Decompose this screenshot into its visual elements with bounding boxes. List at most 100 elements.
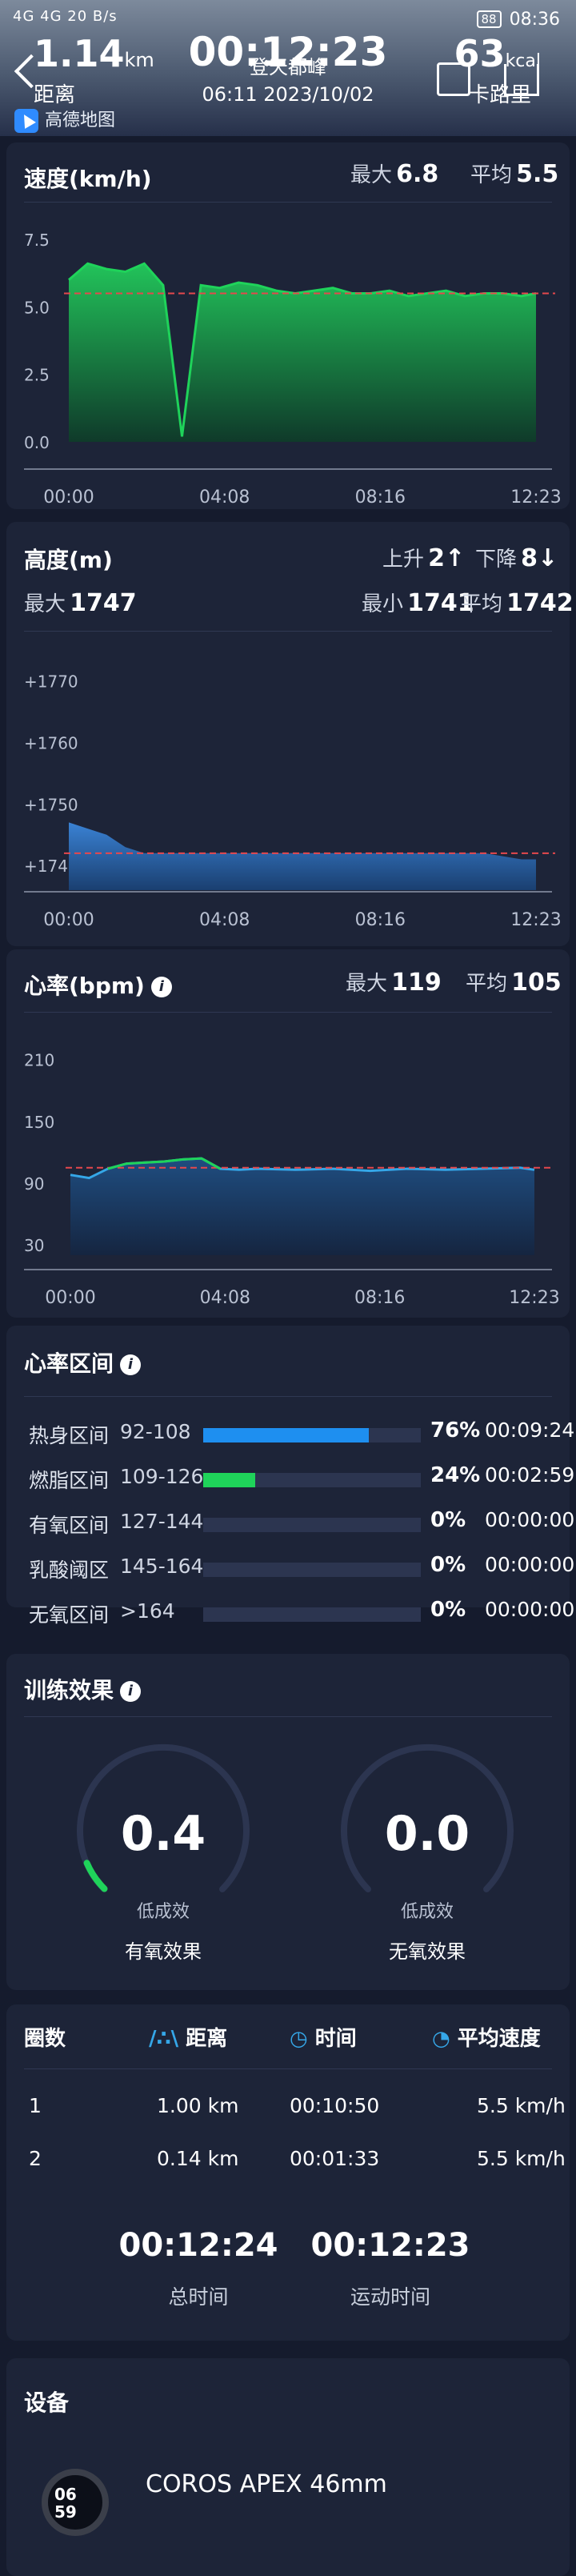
- header-distance-label: 距离: [34, 83, 76, 107]
- heart-rate-card: 心率(bpm) i 最大 119 平均 105 210 150 90 30 00:00 04…: [6, 949, 570, 1318]
- device-name: COROS APEX 46mm: [146, 2470, 387, 2498]
- x-tick-label: 08:16: [354, 1288, 405, 1308]
- training-effect-gauges: [77, 1743, 514, 1892]
- moving-time-value: 00:12:23: [310, 2227, 470, 2264]
- altitude-ascent: 上升 2↑: [382, 544, 466, 572]
- x-tick-label: 12:23: [509, 1288, 559, 1308]
- y-tick-label: +1770: [24, 672, 78, 691]
- zone-bar-fill: [203, 1428, 369, 1442]
- speed-chart: 7.5 5.0 2.5 0.0 00:00 04:08 08:16 12:23: [24, 231, 562, 508]
- total-time-value: 00:12:24: [118, 2227, 278, 2264]
- laps-card: 圈数 /∴\ 距离 ◷ 时间 ◔ 平均速度 1 1.00 km 00:10:50 5.…: [6, 2004, 570, 2341]
- x-tick-label: 00:00: [43, 910, 94, 930]
- battery-icon: 88: [476, 10, 502, 28]
- speed-title: 速度(km/h): [24, 166, 152, 192]
- speed-card: 速度(km/h) 最大 6.8 平均 5.5 7.5 5.0 2.5 0.0 00:00…: [6, 142, 570, 509]
- map-logo-icon: [14, 109, 38, 133]
- anaerobic-gauge-track: [341, 1743, 514, 1892]
- training-effect-card: 训练效果 i 0.4 低成效 有氧效果 0.0 低成效 无氧效果: [6, 1654, 570, 1990]
- device-title: 设备: [24, 2389, 70, 2416]
- lap-time: 00:10:50: [290, 2094, 380, 2117]
- altitude-title: 高度(m): [24, 547, 113, 573]
- zone-percent: 24%: [430, 1463, 481, 1487]
- y-tick-label: 2.5: [24, 366, 50, 385]
- y-tick-label: 150: [24, 1113, 54, 1132]
- zone-range: 109-126: [120, 1465, 204, 1488]
- x-tick-label: 08:16: [355, 488, 406, 508]
- zone-row: 无氧区间 >164 0% 00:00:00: [24, 1596, 574, 1628]
- info-icon[interactable]: i: [120, 1354, 142, 1375]
- series-area: [69, 263, 536, 442]
- zone-name: 有氧区间: [29, 1514, 110, 1537]
- zone-bar-track: [203, 1518, 421, 1532]
- zone-name: 燃脂区间: [29, 1469, 110, 1492]
- heart-rate-title: 心率(bpm) i: [24, 969, 172, 1001]
- aerobic-gauge-track: [77, 1743, 250, 1892]
- heart-rate-chart: 210 150 90 30 00:00 04:08 08:16 12:23: [24, 1051, 560, 1308]
- altitude-descent: 下降 8↓: [475, 544, 558, 572]
- distance-icon: /∴\: [149, 2027, 186, 2051]
- watch-image: 06 59: [37, 2461, 114, 2549]
- series-area: [70, 1158, 534, 1255]
- altitude-card: 高度(m) 上升 2↑ 下降 8↓ 最大 1747 最小 1741 平均 174…: [6, 522, 574, 946]
- zone-time: 00:09:24: [485, 1418, 575, 1442]
- device-card: 设备 COROS APEX 46mm: [6, 2358, 570, 2576]
- pace-header: ◔ 平均速度: [432, 2027, 541, 2051]
- lap-distance: 0.14 km: [157, 2147, 239, 2170]
- anaerobic-label: 无氧效果: [389, 1940, 466, 1963]
- activity-header: 4G 4G 20 B/s 88 08:36 1.14km 距离 00:12:23 …: [0, 0, 576, 136]
- altitude-min: 最小 1741: [362, 589, 474, 617]
- distance-header: /∴\ 距离: [149, 2027, 228, 2051]
- time-header: ◷ 时间: [290, 2027, 357, 2051]
- anaerobic-level: 低成效: [400, 1902, 454, 1922]
- y-tick-label: 7.5: [24, 231, 50, 250]
- status-bar: 4G 4G 20 B/s 88 08:36: [0, 0, 576, 42]
- zone-time: 00:00:00: [485, 1508, 575, 1531]
- zone-time: 00:02:59: [485, 1463, 575, 1487]
- edit-icon[interactable]: [437, 62, 470, 96]
- y-tick-label: +1750: [24, 795, 78, 814]
- zone-range: >164: [120, 1599, 175, 1623]
- zone-time: 00:00:00: [485, 1553, 575, 1576]
- lap-speed: 5.5 km/h: [477, 2094, 566, 2117]
- y-tick-label: 0.0: [24, 433, 50, 452]
- y-tick-label: 210: [24, 1051, 54, 1070]
- map-provider-badge: 高德地图: [14, 106, 115, 133]
- heart-rate-avg: 平均 105: [466, 969, 562, 997]
- header-distance: 1.14km: [34, 32, 154, 75]
- zone-bar-track: [203, 1607, 421, 1622]
- lap-number: 2: [29, 2147, 42, 2170]
- lap-time: 00:01:33: [290, 2147, 380, 2170]
- zone-row: 燃脂区间 109-126 24% 00:02:59: [24, 1462, 574, 1494]
- info-icon[interactable]: i: [120, 1681, 142, 1702]
- altitude-max: 最大 1747: [24, 589, 137, 617]
- info-icon[interactable]: i: [150, 977, 172, 997]
- zone-percent: 0%: [430, 1508, 466, 1532]
- aerobic-level: 低成效: [136, 1902, 190, 1922]
- zone-name: 无氧区间: [29, 1603, 110, 1627]
- zone-row: 乳酸阈区 145-164 0% 00:00:00: [24, 1551, 574, 1583]
- speed-max: 最大 6.8: [350, 160, 439, 188]
- y-tick-label: 5.0: [24, 298, 50, 317]
- speed-avg: 平均 5.5: [470, 160, 559, 188]
- header-duration: 00:12:23: [188, 29, 388, 75]
- activity-title: 登天都峰: [250, 56, 326, 78]
- lap-header: 圈数: [24, 2027, 66, 2051]
- x-tick-label: 08:16: [355, 910, 406, 930]
- status-right: 88 08:36: [476, 10, 560, 30]
- y-tick-label: +1760: [24, 733, 78, 752]
- x-tick-label: 04:08: [199, 910, 250, 930]
- moving-time-label: 运动时间: [350, 2285, 430, 2309]
- zone-bar-fill: [203, 1473, 256, 1487]
- y-tick-label: 30: [24, 1236, 44, 1255]
- zone-bar-track: [203, 1563, 421, 1577]
- fat-burn-segment: [107, 1157, 222, 1170]
- y-tick-label: 90: [24, 1174, 44, 1194]
- training-effect-title: 训练效果 i: [24, 1673, 142, 1705]
- series-line: [68, 262, 537, 437]
- hr-zones-title: 心率区间 i: [24, 1346, 142, 1378]
- clock: 08:36: [509, 10, 560, 30]
- share-icon[interactable]: [504, 64, 539, 96]
- zone-name: 热身区间: [29, 1424, 110, 1447]
